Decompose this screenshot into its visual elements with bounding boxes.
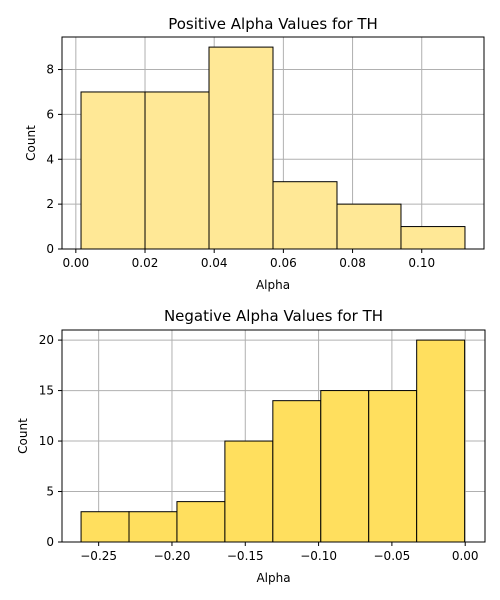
x-tick-label: 0.10 (408, 256, 435, 270)
chart-title: Positive Alpha Values for TH (168, 15, 378, 33)
y-tick-label: 5 (46, 485, 54, 499)
histogram-bar (368, 390, 418, 543)
histogram-bar (80, 511, 130, 543)
x-tick-label: −0.20 (154, 549, 191, 563)
y-tick-label: 4 (46, 152, 54, 166)
histogram-bar (128, 511, 178, 543)
x-tick-label: 0.08 (339, 256, 366, 270)
histogram-bar (80, 91, 146, 250)
histogram-bar (320, 390, 370, 543)
x-tick-label: −0.15 (227, 549, 264, 563)
histogram-bar (272, 181, 338, 250)
y-tick-label: 0 (46, 242, 54, 256)
histogram-bar (400, 226, 466, 250)
y-tick-label: 20 (39, 333, 54, 347)
x-tick-label: 0.06 (270, 256, 297, 270)
y-axis-label: Count (24, 125, 38, 161)
x-tick-label: −0.25 (80, 549, 117, 563)
axes-frame (61, 36, 485, 250)
y-axis-label: Count (16, 418, 30, 454)
histogram-bar (224, 440, 274, 543)
y-tick-label: 10 (39, 434, 54, 448)
axes-frame (61, 329, 486, 543)
x-tick-label: 0.02 (132, 256, 159, 270)
histogram-bar (272, 400, 322, 543)
x-axis-label: Alpha (256, 278, 290, 292)
y-tick-label: 15 (39, 384, 54, 398)
y-tick-label: 8 (46, 63, 54, 77)
x-tick-label: 0.04 (201, 256, 228, 270)
chart-negative-alpha: −0.25 −0.20 −0.15 −0.10 −0.05 0.00 0 5 10 15 20 Neg… (16, 307, 486, 585)
histogram-bar (416, 339, 466, 543)
chart-positive-alpha: 0.00 0.02 0.04 0.06 0.08 0.10 0 2 4 6 8 Positive Al… (24, 15, 485, 292)
y-tick-label: 2 (46, 197, 54, 211)
x-tick-label: 0.00 (452, 549, 479, 563)
histogram-bar (336, 203, 402, 250)
y-tick-label: 6 (46, 107, 54, 121)
x-tick-label: −0.10 (300, 549, 337, 563)
y-tick-label: 0 (46, 535, 54, 549)
histogram-bar (208, 46, 274, 250)
histogram-bar (176, 501, 226, 543)
x-tick-label: 0.00 (62, 256, 89, 270)
chart-title: Negative Alpha Values for TH (164, 307, 383, 325)
x-axis-label: Alpha (256, 571, 290, 585)
histogram-bar (144, 91, 210, 250)
x-tick-label: −0.05 (374, 549, 411, 563)
